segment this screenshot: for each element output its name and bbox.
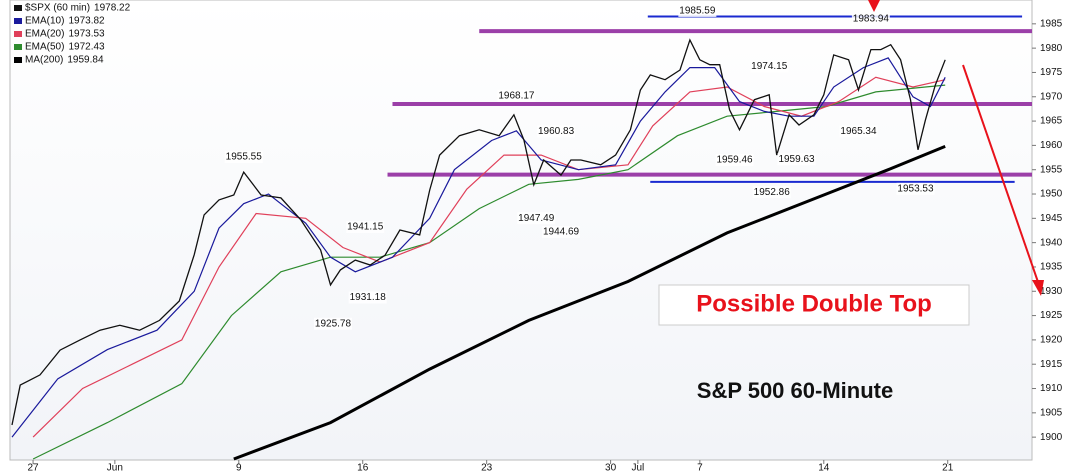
x-tick-label: 16 bbox=[357, 463, 369, 474]
chart-title: S&P 500 60-Minute bbox=[697, 378, 893, 403]
y-tick-label: 1955 bbox=[1040, 164, 1063, 175]
y-tick-label: 1960 bbox=[1040, 140, 1063, 151]
y-tick-label: 1935 bbox=[1040, 262, 1063, 273]
x-tick-label: 21 bbox=[942, 463, 954, 474]
top-marker bbox=[868, 0, 880, 12]
price-label: 1931.18 bbox=[350, 292, 387, 303]
arrow-head bbox=[1032, 280, 1044, 296]
y-tick-label: 1925 bbox=[1040, 310, 1063, 321]
price-label-bg bbox=[497, 89, 536, 102]
legend-swatch bbox=[14, 57, 22, 63]
y-tick-label: 1940 bbox=[1040, 237, 1063, 248]
x-tick-label: 14 bbox=[818, 463, 830, 474]
price-label-bg bbox=[752, 186, 791, 199]
price-label: 1955.55 bbox=[226, 152, 263, 163]
legend-name: MA(200) bbox=[25, 55, 63, 66]
y-tick-label: 1905 bbox=[1040, 407, 1063, 418]
y-tick-label: 1915 bbox=[1040, 359, 1063, 370]
price-label-bg bbox=[896, 182, 935, 195]
x-tick-label: 9 bbox=[236, 463, 242, 474]
legend-name: EMA(10) bbox=[25, 16, 64, 27]
price-label-bg bbox=[537, 125, 576, 138]
price-label: 1959.63 bbox=[778, 154, 815, 165]
series-line bbox=[11, 57, 946, 438]
price-label: 1925.78 bbox=[315, 318, 352, 329]
y-tick-label: 1930 bbox=[1040, 286, 1063, 297]
y-tick-label: 1970 bbox=[1040, 91, 1063, 102]
y-tick-label: 1975 bbox=[1040, 67, 1063, 78]
price-label: 1960.83 bbox=[538, 126, 575, 137]
y-tick-label: 1985 bbox=[1040, 18, 1063, 29]
price-label-bg bbox=[839, 125, 878, 138]
price-label-bg bbox=[851, 12, 890, 25]
series-line bbox=[32, 76, 946, 438]
annotation: Possible Double Top bbox=[696, 290, 932, 317]
legend-value: 1973.53 bbox=[68, 29, 105, 40]
price-label: 1941.15 bbox=[347, 222, 384, 233]
x-tick-label: Jun bbox=[107, 463, 123, 474]
price-label: 1983.94 bbox=[853, 14, 890, 25]
x-tick-label: 23 bbox=[481, 463, 493, 474]
series-line bbox=[233, 145, 946, 461]
y-tick-label: 1900 bbox=[1040, 432, 1063, 443]
price-label: 1985.59 bbox=[679, 6, 716, 17]
x-tick-label: 30 bbox=[605, 463, 617, 474]
legend-value: 1972.43 bbox=[68, 42, 105, 53]
price-label-bg bbox=[517, 212, 556, 225]
price-label-bg bbox=[348, 291, 387, 304]
y-tick-label: 1920 bbox=[1040, 335, 1063, 346]
x-tick-label: 7 bbox=[697, 463, 703, 474]
price-label: 1944.69 bbox=[543, 226, 580, 237]
price-label-bg bbox=[678, 4, 717, 17]
y-tick-label: 1910 bbox=[1040, 383, 1063, 394]
legend-swatch bbox=[14, 44, 22, 50]
trend-arrow bbox=[962, 64, 1039, 283]
y-tick-label: 1965 bbox=[1040, 116, 1063, 127]
legend-swatch bbox=[14, 5, 22, 11]
series-line bbox=[11, 38, 946, 426]
price-label: 1952.86 bbox=[754, 187, 791, 198]
legend-name: EMA(20) bbox=[25, 29, 64, 40]
y-tick-label: 1950 bbox=[1040, 189, 1063, 200]
price-label: 1959.46 bbox=[716, 155, 753, 166]
legend-name: $SPX (60 min) bbox=[25, 3, 90, 14]
price-label: 1968.17 bbox=[498, 90, 535, 101]
legend-swatch bbox=[14, 31, 22, 37]
price-label-bg bbox=[224, 151, 263, 164]
price-label-bg bbox=[346, 221, 385, 234]
y-tick-label: 1980 bbox=[1040, 43, 1063, 54]
price-label: 1965.34 bbox=[840, 126, 877, 137]
y-tick-label: 1945 bbox=[1040, 213, 1063, 224]
legend-value: 1978.22 bbox=[94, 3, 131, 14]
legend-name: EMA(50) bbox=[25, 42, 64, 53]
price-label: 1953.53 bbox=[897, 183, 934, 194]
x-tick-label: 27 bbox=[27, 463, 39, 474]
price-label-bg bbox=[777, 153, 816, 166]
plot-area bbox=[9, 0, 1033, 461]
price-label: 1974.15 bbox=[751, 61, 788, 72]
price-label-bg bbox=[542, 225, 581, 238]
price-label-bg bbox=[715, 154, 754, 167]
price-label-bg bbox=[313, 317, 352, 330]
legend-value: 1973.82 bbox=[68, 16, 105, 27]
price-label: 1947.49 bbox=[518, 213, 555, 224]
annotation-box bbox=[658, 284, 970, 326]
legend-swatch bbox=[14, 18, 22, 24]
price-label-bg bbox=[750, 60, 789, 73]
legend-value: 1959.84 bbox=[67, 55, 104, 66]
x-tick-label: Jul bbox=[631, 463, 644, 474]
